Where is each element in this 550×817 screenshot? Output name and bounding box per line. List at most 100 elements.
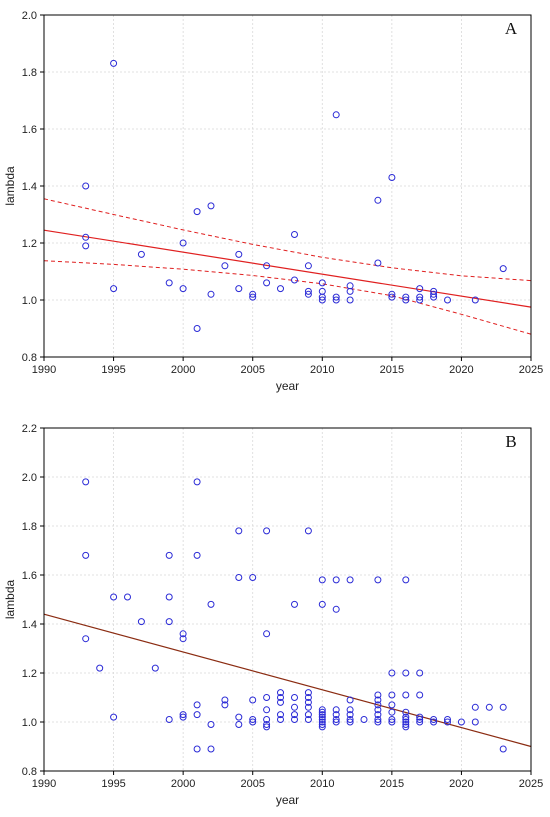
data-point: [430, 293, 438, 301]
data-point: [346, 711, 354, 719]
data-point: [193, 325, 201, 332]
y-axis-label: lambda: [3, 166, 17, 206]
data-point: [277, 711, 284, 719]
data-point: [346, 706, 354, 714]
data-point: [388, 691, 396, 699]
data-point: [291, 711, 298, 719]
data-point: [263, 694, 271, 701]
data-point: [249, 716, 257, 723]
data-point: [332, 293, 340, 301]
x-axis-label: year: [276, 793, 299, 807]
data-point: [291, 231, 298, 238]
data-point: [304, 711, 312, 719]
data-point: [374, 196, 382, 204]
data-point: [304, 290, 312, 298]
data-point: [235, 250, 243, 258]
data-point: [304, 698, 312, 706]
confidence-band-lower: [43, 260, 532, 335]
data-point: [82, 233, 90, 241]
data-point: [499, 745, 507, 753]
data-point: [499, 265, 507, 273]
data-point: [402, 718, 410, 726]
data-point: [416, 296, 424, 304]
data-point: [193, 478, 201, 486]
x-tick-label: 2005: [240, 364, 264, 376]
data-point: [165, 551, 173, 559]
data-point: [416, 691, 424, 699]
data-point: [263, 262, 271, 270]
x-tick-label: 1995: [101, 364, 125, 376]
y-tick-label: 1.6: [22, 570, 37, 582]
x-tick-label: 2000: [171, 778, 195, 790]
data-point: [165, 716, 173, 723]
data-point: [277, 285, 284, 293]
data-point: [82, 478, 90, 486]
data-point: [249, 290, 257, 298]
data-point: [263, 716, 271, 723]
data-point: [137, 250, 145, 258]
y-tick-label: 1.6: [22, 124, 37, 136]
data-point: [416, 716, 424, 723]
data-point: [402, 576, 410, 584]
data-point: [318, 713, 326, 721]
x-tick-label: 1990: [32, 364, 56, 376]
data-point: [193, 711, 201, 719]
data-point: [416, 713, 424, 721]
y-tick-label: 2.0: [22, 472, 37, 484]
data-point: [388, 718, 396, 726]
data-point: [304, 694, 312, 701]
data-point: [471, 296, 479, 304]
data-point: [402, 723, 410, 731]
data-point: [360, 716, 368, 723]
data-point: [416, 718, 424, 726]
plot-frame: [43, 14, 532, 358]
data-point: [110, 713, 118, 721]
data-point: [388, 716, 396, 723]
x-axis-label: year: [276, 379, 299, 393]
data-point: [235, 527, 243, 535]
x-tick-label: 2015: [380, 364, 404, 376]
data-point: [499, 703, 507, 711]
data-point: [402, 691, 410, 699]
data-point: [165, 618, 173, 626]
data-point: [179, 239, 187, 247]
data-point: [332, 111, 340, 119]
data-point: [249, 718, 257, 726]
y-tick-label: 1.0: [22, 717, 37, 729]
data-point: [332, 706, 340, 714]
data-point: [151, 664, 159, 672]
data-point: [402, 296, 410, 304]
data-point: [346, 576, 354, 584]
data-point: [388, 669, 396, 677]
data-point: [304, 527, 312, 535]
data-point: [416, 293, 424, 301]
data-point: [318, 711, 326, 719]
data-point: [235, 285, 243, 293]
data-point: [485, 703, 493, 711]
data-point: [179, 635, 187, 643]
y-axis-label: lambda: [3, 579, 17, 619]
data-point: [277, 698, 284, 706]
x-tick-label: 1995: [101, 778, 125, 790]
data-point: [374, 259, 382, 267]
data-point: [291, 276, 298, 284]
data-point: [304, 689, 312, 697]
y-tick-label: 1.8: [22, 67, 37, 79]
data-point: [374, 711, 382, 719]
data-point: [235, 721, 243, 728]
chart-panel-b: 1990 1995 2000 2005 2010 2015 2020 2025 0.8 1.0 1.…: [3, 423, 543, 807]
data-point: [179, 630, 187, 638]
data-point: [304, 287, 312, 295]
data-point: [304, 262, 312, 270]
x-tick-label: 2010: [310, 364, 334, 376]
x-tick-label: 2010: [310, 778, 334, 790]
data-point: [110, 59, 118, 67]
x-tick-label: 2015: [380, 778, 404, 790]
data-point: [277, 716, 284, 723]
data-point: [193, 208, 201, 216]
data-point: [374, 701, 382, 709]
data-point: [318, 279, 326, 287]
data-point: [388, 701, 396, 709]
data-point: [402, 669, 410, 677]
data-point: [96, 664, 104, 672]
